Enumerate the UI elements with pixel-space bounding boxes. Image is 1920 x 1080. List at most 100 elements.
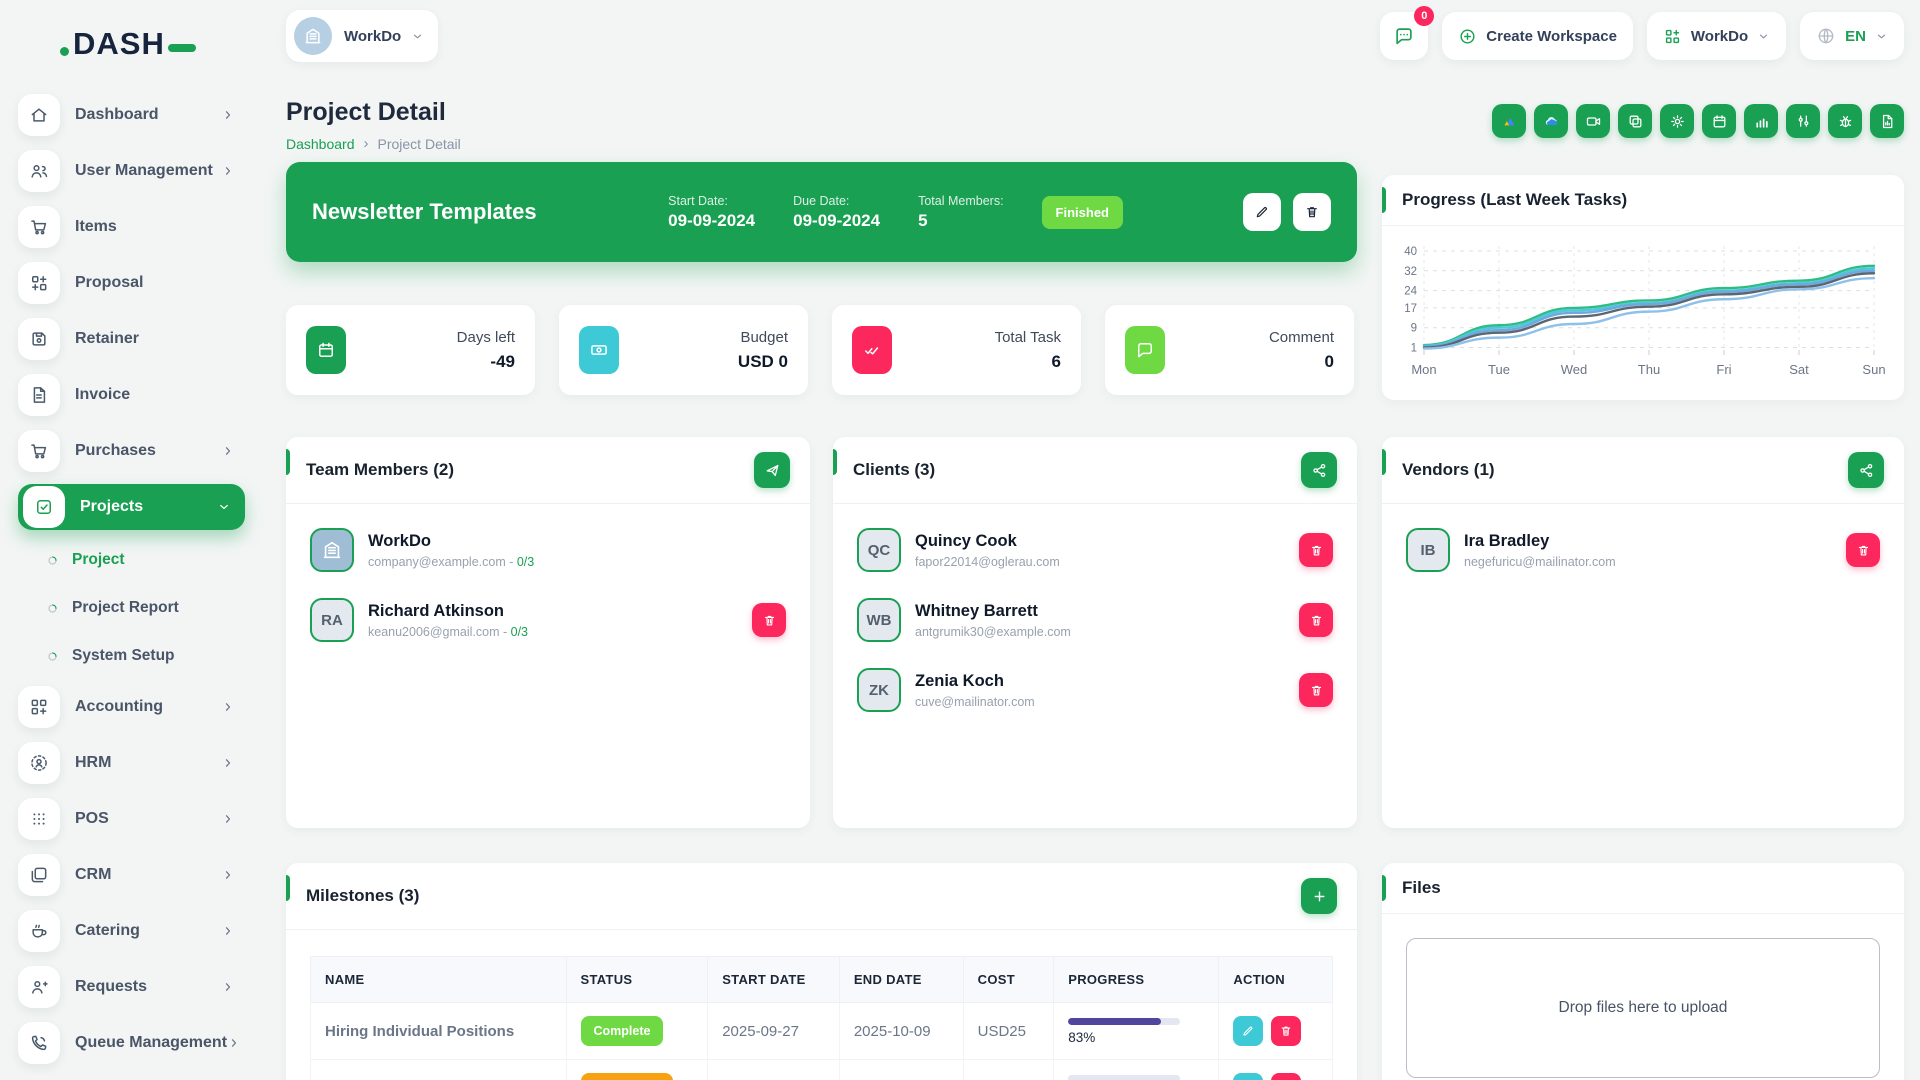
logo-dash-icon <box>167 44 196 52</box>
team-members-header: Team Members (2) <box>286 437 810 504</box>
toolbar-bar-chart-button[interactable] <box>1744 104 1778 138</box>
milestone-name: Hiring Individual Positions <box>310 1002 567 1060</box>
x-tick-label: Thu <box>1638 362 1660 377</box>
sidebar-item-purchases[interactable]: Purchases <box>18 428 245 474</box>
sidebar-item-label: Queue Management <box>75 1034 228 1051</box>
sidebar-subitem-project[interactable]: Project <box>46 540 245 580</box>
file-dropzone[interactable]: Drop files here to upload <box>1406 938 1880 1078</box>
delete-member-button[interactable] <box>1299 603 1333 637</box>
create-workspace-button[interactable]: Create Workspace <box>1442 12 1633 60</box>
sidebar-subitem-system-setup[interactable]: System Setup <box>46 636 245 676</box>
stat-label: Days left <box>456 328 515 346</box>
avatar: IB <box>1406 528 1450 572</box>
toolbar-video-button[interactable] <box>1576 104 1610 138</box>
messages-button[interactable]: 0 <box>1380 6 1435 60</box>
add-milestone-button[interactable] <box>1301 878 1337 914</box>
member-info: WorkDo company@example.com - 0/3 <box>368 532 534 569</box>
share-vendors-button[interactable] <box>1848 452 1884 488</box>
sidebar-item-items[interactable]: Items <box>18 204 245 250</box>
avatar: QC <box>857 528 901 572</box>
sidebar-item-invoice[interactable]: Invoice <box>18 372 245 418</box>
breadcrumb-home-link[interactable]: Dashboard <box>286 135 355 152</box>
milestones-table-header-row: NAME STATUS START DATE END DATE COST PROGRESS… <box>310 956 1333 1003</box>
plus-icon <box>1314 891 1324 901</box>
y-tick-label: 17 <box>1404 303 1417 315</box>
milestone-actions <box>1218 1002 1333 1060</box>
check-square-icon <box>37 500 51 514</box>
due-date-block: Due Date: 09-09-2024 <box>793 194 880 231</box>
stat-value: 6 <box>1051 351 1061 371</box>
edit-project-button[interactable] <box>1243 193 1281 231</box>
sidebar-item-dashboard[interactable]: Dashboard <box>18 92 245 138</box>
delete-project-button[interactable] <box>1293 193 1331 231</box>
milestone-end-date: 2025-10-20 <box>838 1059 964 1080</box>
sidebar-item-catering[interactable]: Catering <box>18 908 245 954</box>
member-email: company@example.com - 0/3 <box>368 554 535 569</box>
clients-header: Clients (3) <box>833 437 1357 504</box>
brand-logo[interactable]: DASH <box>0 16 257 92</box>
delete-member-button[interactable] <box>1299 533 1333 567</box>
edit-milestone-button[interactable] <box>1233 1016 1264 1046</box>
sidebar-item-user-management[interactable]: User Management <box>18 148 245 194</box>
toolbar-copy-button[interactable] <box>1618 104 1652 138</box>
delete-milestone-button[interactable] <box>1271 1016 1302 1046</box>
delete-milestone-button[interactable] <box>1271 1073 1302 1080</box>
toolbar-onedrive-button[interactable] <box>1534 104 1568 138</box>
sidebar-item-projects[interactable]: Projects <box>18 484 245 530</box>
column-header-cost: COST <box>962 956 1055 1003</box>
sidebar-item-queue-management[interactable]: Queue Management <box>18 1020 245 1066</box>
toolbar-bug-button[interactable] <box>1828 104 1862 138</box>
workdo-dropdown[interactable]: WorkDo <box>1646 12 1787 60</box>
sidebar-item-label: HRM <box>75 754 112 771</box>
member-name: Zenia Koch <box>915 671 1004 690</box>
files-title: Files <box>1402 878 1441 897</box>
sidebar-item-proposal[interactable]: Proposal <box>18 260 245 306</box>
hrm-icon-tile <box>18 742 60 784</box>
stat-card-total-task: Total Task 6 <box>832 305 1081 395</box>
toolbar-gear-button[interactable] <box>1660 104 1694 138</box>
list-item-whitney-barrett: WB Whitney Barrett antgrumik30@example.com <box>857 598 1333 642</box>
invoice-icon <box>33 387 46 403</box>
sidebar-item-hrm[interactable]: HRM <box>18 740 245 786</box>
sidebar-item-crm[interactable]: CRM <box>18 852 245 898</box>
sidebar-item-pos[interactable]: POS <box>18 796 245 842</box>
toolbar-calendar-button[interactable] <box>1702 104 1736 138</box>
delete-member-button[interactable] <box>1846 533 1880 567</box>
sidebar-subitem-project-report[interactable]: Project Report <box>46 588 245 628</box>
main-area: WorkDo 0 Create Workspace WorkDo <box>257 0 1920 1080</box>
y-tick-label: 1 <box>1411 343 1417 355</box>
home-icon <box>31 108 47 122</box>
delete-member-button[interactable] <box>1299 673 1333 707</box>
sidebar-item-label: User Management <box>75 162 213 179</box>
sidebar-item-retainer[interactable]: Retainer <box>18 316 245 362</box>
y-tick-label: 32 <box>1404 266 1417 278</box>
cart-icon-tile <box>18 430 60 472</box>
sidebar-item-requests[interactable]: Requests <box>18 964 245 1010</box>
invite-member-button[interactable] <box>754 452 790 488</box>
toolbar-sliders-button[interactable] <box>1786 104 1820 138</box>
member-info: Zenia Koch cuve@mailinator.com <box>915 672 1035 709</box>
sidebar: DASH Dashboard User Management Items Propos… <box>0 0 257 1080</box>
share-clients-button[interactable] <box>1301 452 1337 488</box>
project-banner: Newsletter Templates Start Date: 09-09-2… <box>286 162 1357 262</box>
chevron-down-icon <box>220 504 228 510</box>
proposal-icon-tile <box>18 262 60 304</box>
chevron-down-icon <box>414 34 422 38</box>
delete-member-button[interactable] <box>752 603 786 637</box>
language-dropdown[interactable]: EN <box>1800 12 1904 60</box>
sidebar-item-label: Requests <box>75 978 148 995</box>
workspace-selector[interactable]: WorkDo <box>286 10 439 62</box>
sidebar-item-accounting[interactable]: Accounting <box>18 684 245 730</box>
stat-value: USD 0 <box>737 351 788 371</box>
progress-label: 83% <box>1068 1029 1096 1045</box>
toolbar-file-button[interactable] <box>1870 104 1904 138</box>
chevron-down-icon <box>1760 34 1768 38</box>
pos-icon <box>33 813 45 825</box>
vendors-title: Vendors (1) <box>1402 460 1495 479</box>
sidebar-item-label: Purchases <box>75 442 156 459</box>
globe-icon <box>1818 28 1834 44</box>
edit-milestone-button[interactable] <box>1233 1073 1264 1080</box>
project-status-badge: Finished <box>1041 195 1123 229</box>
column-header-end-date: END DATE <box>838 956 964 1003</box>
toolbar-google-drive-button[interactable] <box>1492 104 1526 138</box>
